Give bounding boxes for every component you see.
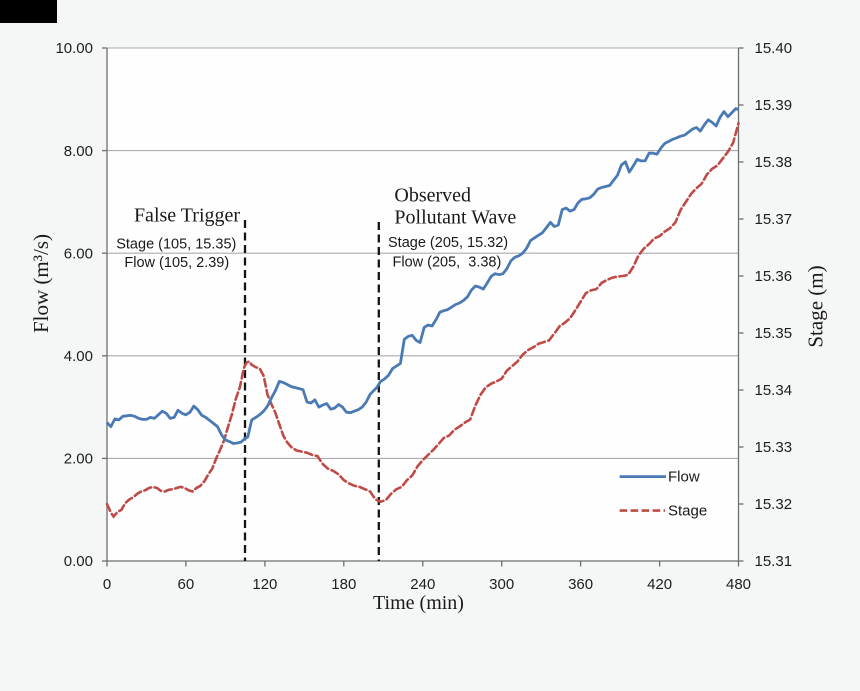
- svg-text:60: 60: [178, 576, 195, 593]
- svg-text:False Trigger: False Trigger: [134, 204, 240, 226]
- svg-text:0.00: 0.00: [64, 553, 93, 570]
- svg-text:Stage (105, 15.35): Stage (105, 15.35): [116, 236, 236, 252]
- svg-text:15.39: 15.39: [755, 97, 793, 114]
- svg-text:0: 0: [103, 576, 111, 593]
- svg-text:15.35: 15.35: [755, 325, 793, 342]
- svg-text:2.00: 2.00: [64, 451, 93, 468]
- svg-text:15.31: 15.31: [755, 553, 793, 570]
- svg-text:Flow (205, 3.38): Flow (205, 3.38): [393, 255, 502, 271]
- svg-text:10.00: 10.00: [55, 40, 93, 57]
- svg-text:120: 120: [252, 576, 277, 593]
- svg-text:360: 360: [568, 576, 593, 593]
- svg-text:Flow: Flow: [668, 469, 700, 486]
- svg-text:15.36: 15.36: [755, 268, 793, 285]
- svg-text:15.33: 15.33: [755, 439, 793, 456]
- svg-text:6.00: 6.00: [64, 245, 93, 262]
- svg-text:300: 300: [489, 576, 514, 593]
- svg-text:8.00: 8.00: [64, 143, 93, 160]
- svg-text:480: 480: [726, 576, 751, 593]
- svg-text:Pollutant Wave: Pollutant Wave: [394, 207, 516, 229]
- svg-text:Time (min): Time (min): [373, 592, 464, 614]
- svg-text:Flow (105, 2.39): Flow (105, 2.39): [124, 255, 229, 271]
- svg-text:15.34: 15.34: [755, 382, 793, 399]
- svg-text:Stage: Stage: [668, 503, 707, 520]
- svg-text:Observed: Observed: [394, 184, 471, 206]
- svg-text:15.32: 15.32: [755, 496, 793, 513]
- svg-text:15.37: 15.37: [755, 211, 793, 228]
- svg-text:Stage (m): Stage (m): [804, 265, 828, 347]
- svg-text:15.40: 15.40: [755, 40, 793, 57]
- svg-text:420: 420: [647, 576, 672, 593]
- svg-text:240: 240: [410, 576, 435, 593]
- svg-text:15.38: 15.38: [755, 154, 793, 171]
- svg-text:Flow (m³/s): Flow (m³/s): [29, 234, 53, 333]
- svg-text:4.00: 4.00: [64, 348, 93, 365]
- svg-text:Stage (205, 15.32): Stage (205, 15.32): [388, 235, 508, 251]
- svg-text:180: 180: [331, 576, 356, 593]
